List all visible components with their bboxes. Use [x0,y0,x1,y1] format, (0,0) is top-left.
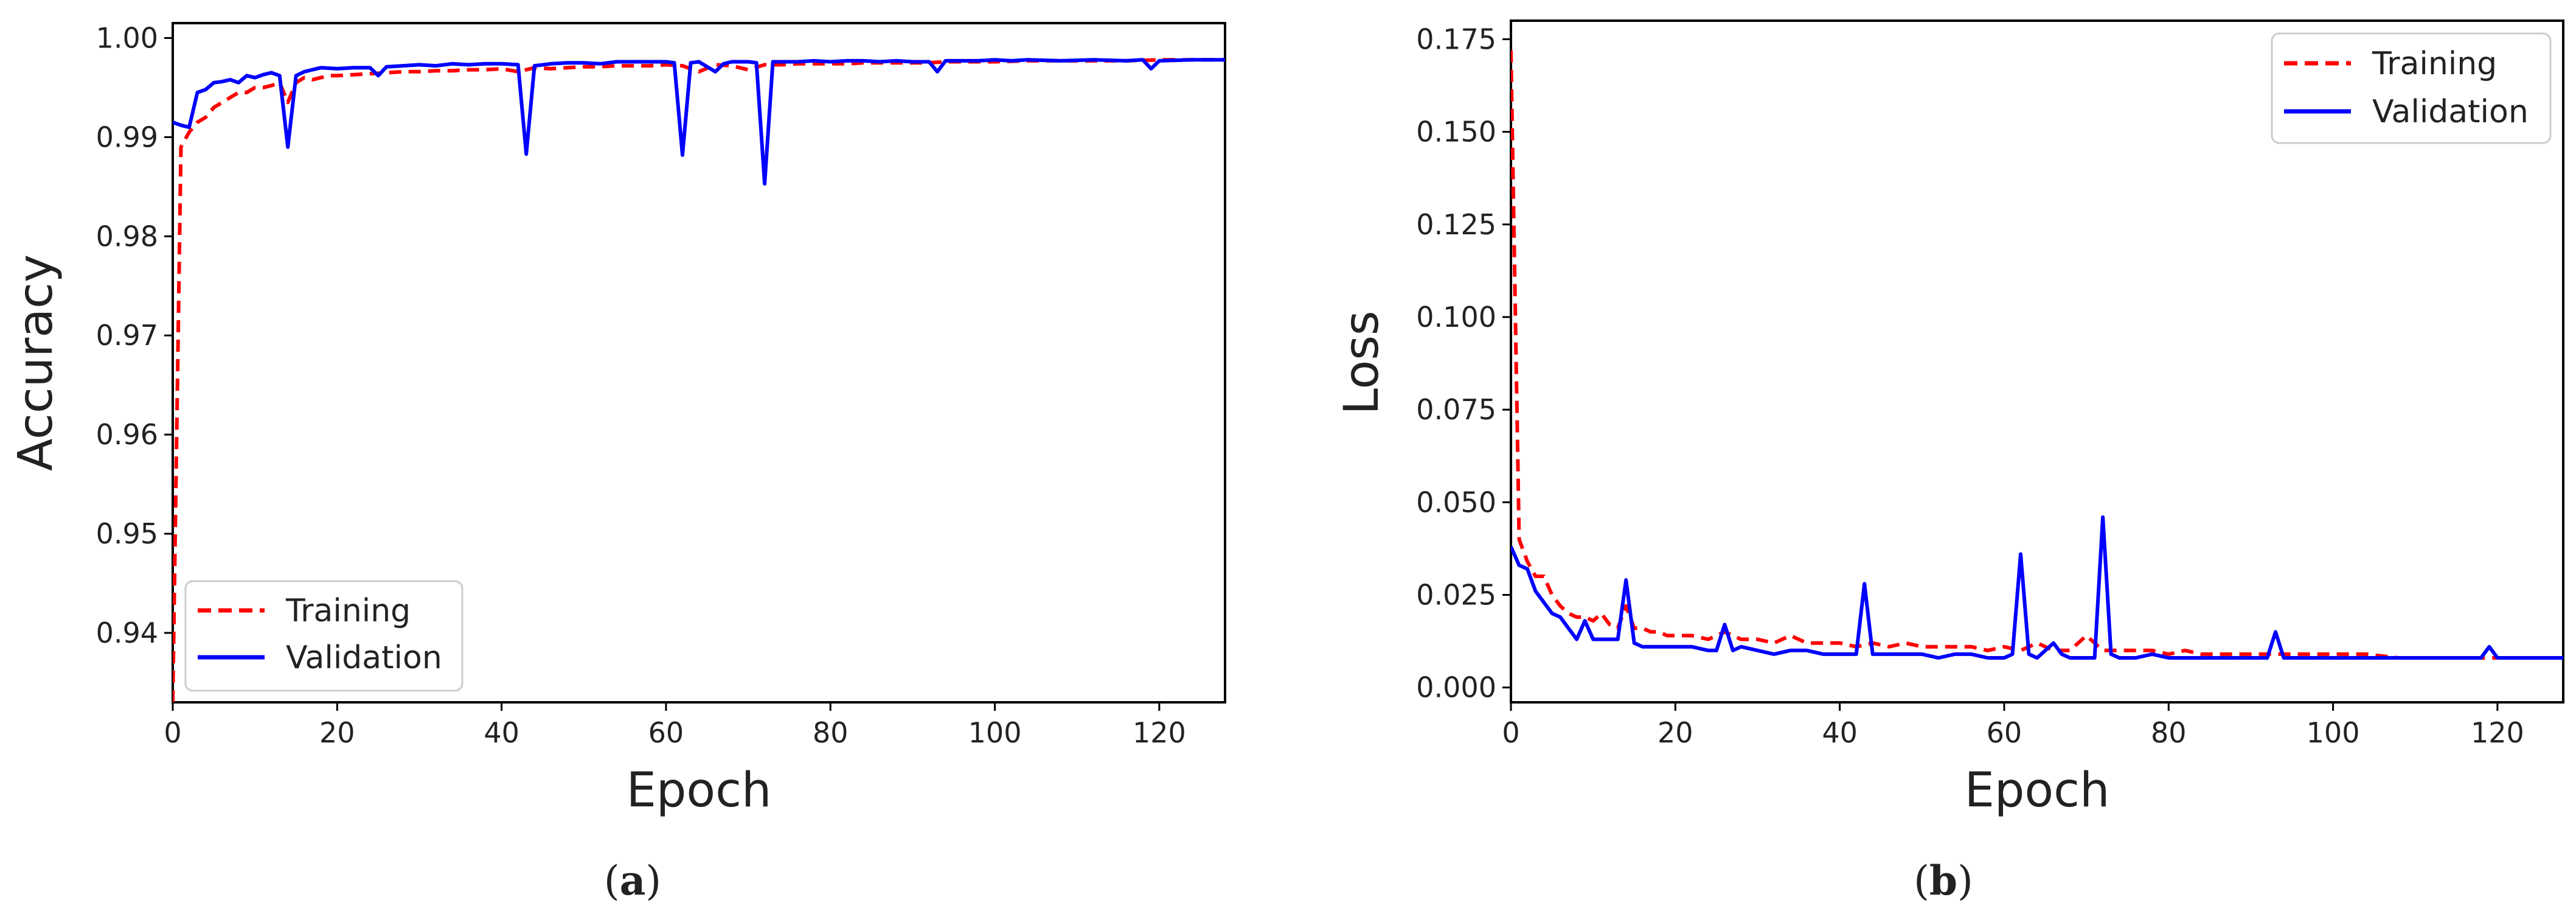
loss-chart: 0.000 0.025 0.050 0.075 0.100 0.125 0.150 0.175… [1335,19,2564,904]
x-tick-label: 80 [813,716,849,749]
legend-label-validation: Validation [286,640,442,676]
y-tick-label: 0.95 [96,517,158,550]
y-tick-label: 0.100 [1416,301,1496,334]
x-tick-label: 120 [1133,716,1186,749]
x-axis-ticks: 0 20 40 60 80 100 120 [1502,702,2524,749]
legend: Training Validation [184,580,463,692]
y-tick-label: 0.150 [1416,116,1496,148]
x-tick-label: 20 [1658,716,1693,749]
y-tick-label: 0.99 [96,120,158,153]
series-line-validation [173,58,1225,186]
x-tick-label: 100 [968,716,1022,749]
x-tick-label: 60 [648,716,684,749]
panel-caption-b: (b) [1914,857,1973,904]
y-tick-label: 0.025 [1416,578,1496,611]
legend-box [184,580,463,692]
x-tick-label: 20 [319,716,355,749]
accuracy-chart: 0.94 0.95 0.96 0.97 0.98 0.99 1.00 0 20 40 60 80 10… [9,21,1226,904]
legend-label-validation: Validation [2372,94,2529,130]
legend-box [2271,32,2552,144]
y-tick-label: 1.00 [96,21,158,54]
legend-label-training: Training [2372,46,2497,82]
y-axis-ticks: 0.94 0.95 0.96 0.97 0.98 0.99 1.00 [96,21,173,649]
y-tick-label: 0.000 [1416,671,1496,704]
legend: Training Validation [2271,32,2552,144]
series-line-training [173,58,1225,702]
y-tick-label: 0.125 [1416,208,1496,241]
y-tick-label: 0.96 [96,418,158,451]
y-tick-label: 0.050 [1416,486,1496,519]
x-axis-title: Epoch [1965,763,2110,818]
series-lines [1511,50,2563,660]
x-tick-label: 0 [1502,716,1519,749]
x-tick-label: 80 [2151,716,2187,749]
y-tick-label: 0.175 [1416,23,1496,55]
series-line-validation [1511,515,2563,660]
x-tick-label: 100 [2307,716,2360,749]
y-axis-title: Accuracy [9,254,63,471]
x-tick-label: 0 [164,716,181,749]
panel-caption-a: (a) [604,857,661,904]
y-tick-label: 0.94 [96,616,158,649]
x-axis-title: Epoch [627,763,772,818]
x-axis-ticks: 0 20 40 60 80 100 120 [164,702,1186,749]
x-tick-label: 40 [1822,716,1858,749]
y-tick-label: 0.075 [1416,393,1496,426]
x-tick-label: 40 [484,716,519,749]
x-tick-label: 60 [1987,716,2022,749]
y-tick-label: 0.97 [96,319,158,352]
y-axis-ticks: 0.000 0.025 0.050 0.075 0.100 0.125 0.150 0.175 [1416,23,1511,704]
x-tick-label: 120 [2471,716,2524,749]
series-line-training [1511,50,2563,660]
y-axis-title: Loss [1335,310,1389,414]
y-tick-label: 0.98 [96,220,158,253]
legend-label-training: Training [285,593,411,629]
series-lines [173,58,1225,702]
